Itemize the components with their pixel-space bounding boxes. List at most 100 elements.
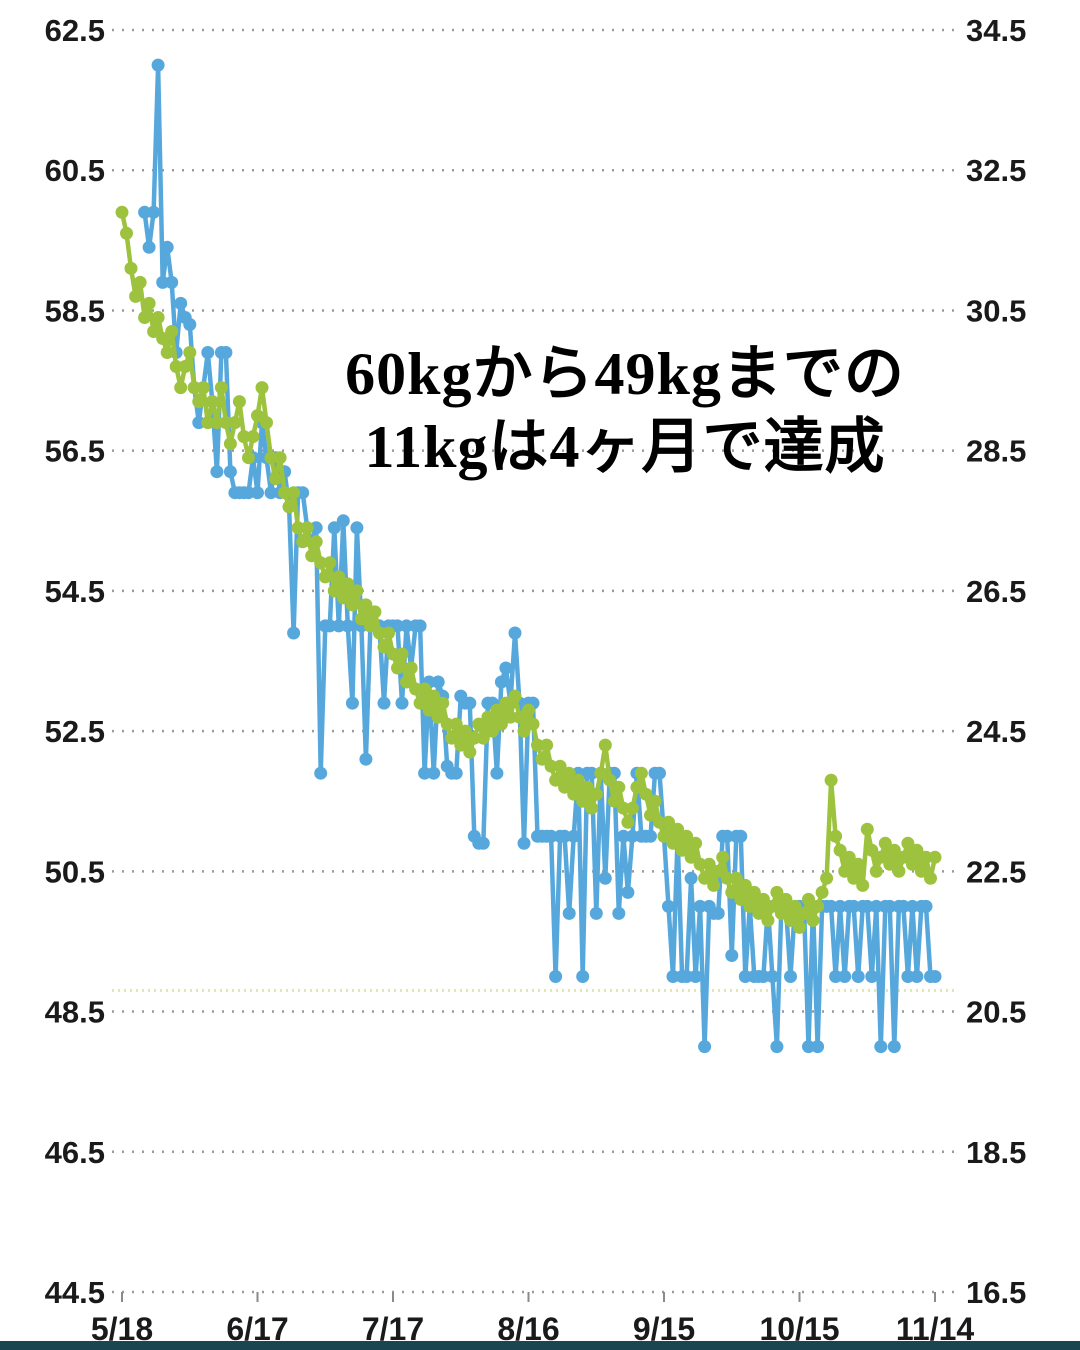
data-point	[382, 626, 395, 640]
data-point	[598, 738, 612, 752]
data-point	[743, 899, 757, 913]
data-point	[729, 871, 743, 885]
green-bodyfat-series	[115, 205, 942, 934]
data-point	[928, 850, 942, 864]
data-point	[332, 570, 346, 584]
data-point	[169, 360, 183, 373]
data-point	[296, 535, 310, 549]
data-point	[345, 598, 359, 612]
data-point	[887, 843, 901, 857]
data-point	[508, 689, 522, 703]
data-point	[513, 710, 526, 724]
data-point	[815, 885, 829, 899]
data-point	[363, 619, 377, 633]
data-point	[133, 275, 147, 289]
data-point	[151, 311, 165, 324]
data-point	[711, 864, 725, 878]
data-point	[187, 381, 201, 395]
series-line	[119, 210, 938, 930]
data-point	[503, 710, 517, 724]
data-point	[562, 766, 576, 780]
data-point	[856, 878, 870, 892]
data-point	[305, 549, 319, 563]
data-point	[160, 240, 174, 254]
data-point	[445, 731, 459, 745]
data-point	[802, 892, 815, 906]
data-point	[869, 899, 883, 913]
data-point	[549, 773, 563, 787]
data-point	[698, 871, 712, 885]
data-point	[156, 275, 170, 289]
data-point	[210, 416, 224, 430]
data-point	[219, 346, 233, 359]
data-point	[589, 906, 603, 920]
data-point	[142, 296, 156, 310]
data-point	[662, 815, 675, 829]
data-point	[436, 696, 450, 710]
data-point	[192, 416, 206, 430]
data-point	[314, 766, 328, 780]
gridlines	[112, 28, 958, 1294]
data-point	[910, 970, 924, 983]
data-point	[838, 864, 852, 878]
data-point	[896, 899, 910, 913]
y-right-tick-label: 26.5	[966, 574, 1026, 609]
data-point	[246, 430, 260, 444]
data-point	[431, 710, 445, 724]
data-point	[860, 822, 874, 836]
data-point	[336, 514, 350, 528]
data-point	[630, 780, 644, 794]
data-point	[409, 682, 423, 696]
data-point	[237, 430, 251, 444]
data-point	[874, 850, 888, 864]
data-point	[878, 836, 892, 850]
data-point	[585, 766, 599, 780]
data-point	[476, 836, 490, 850]
data-point	[223, 437, 237, 451]
data-point	[698, 1040, 712, 1054]
data-point	[350, 584, 364, 598]
data-point	[725, 949, 739, 962]
data-point	[589, 787, 603, 801]
data-point	[517, 724, 531, 738]
data-point	[842, 850, 856, 864]
data-point	[463, 696, 477, 710]
data-point	[711, 906, 725, 920]
data-point	[576, 794, 590, 808]
data-point	[481, 710, 495, 724]
data-point	[734, 829, 748, 843]
axis-labels: 62.5 34.5 60.5 32.5 58.5 30.5 56.5 28.5 54.5 26.5…	[42, 11, 1029, 1313]
data-point	[553, 759, 567, 773]
data-point	[115, 205, 129, 219]
data-point	[829, 829, 843, 843]
data-point	[372, 626, 386, 640]
data-point	[797, 906, 811, 920]
data-point	[138, 311, 152, 324]
data-point	[377, 696, 391, 710]
data-point	[824, 899, 838, 913]
data-point	[702, 857, 716, 871]
y-right-tick-label: 22.5	[966, 854, 1026, 889]
data-point	[707, 878, 721, 892]
y-left-tick-label: 56.5	[45, 434, 105, 469]
data-point	[607, 794, 621, 808]
data-point	[260, 416, 273, 430]
y-right-tick-label: 16.5	[966, 1275, 1026, 1310]
data-point	[291, 521, 305, 535]
y-left-tick-label: 58.5	[45, 293, 105, 328]
data-point	[765, 899, 779, 913]
data-point	[770, 1040, 784, 1054]
data-point	[616, 829, 630, 843]
data-point	[287, 486, 301, 500]
data-point	[738, 970, 752, 983]
data-point	[232, 395, 246, 409]
data-point	[205, 395, 219, 409]
data-point	[666, 836, 680, 850]
data-point	[264, 486, 278, 500]
data-point	[422, 703, 436, 717]
data-point	[309, 535, 323, 549]
data-point	[323, 556, 337, 570]
data-point	[910, 843, 924, 857]
